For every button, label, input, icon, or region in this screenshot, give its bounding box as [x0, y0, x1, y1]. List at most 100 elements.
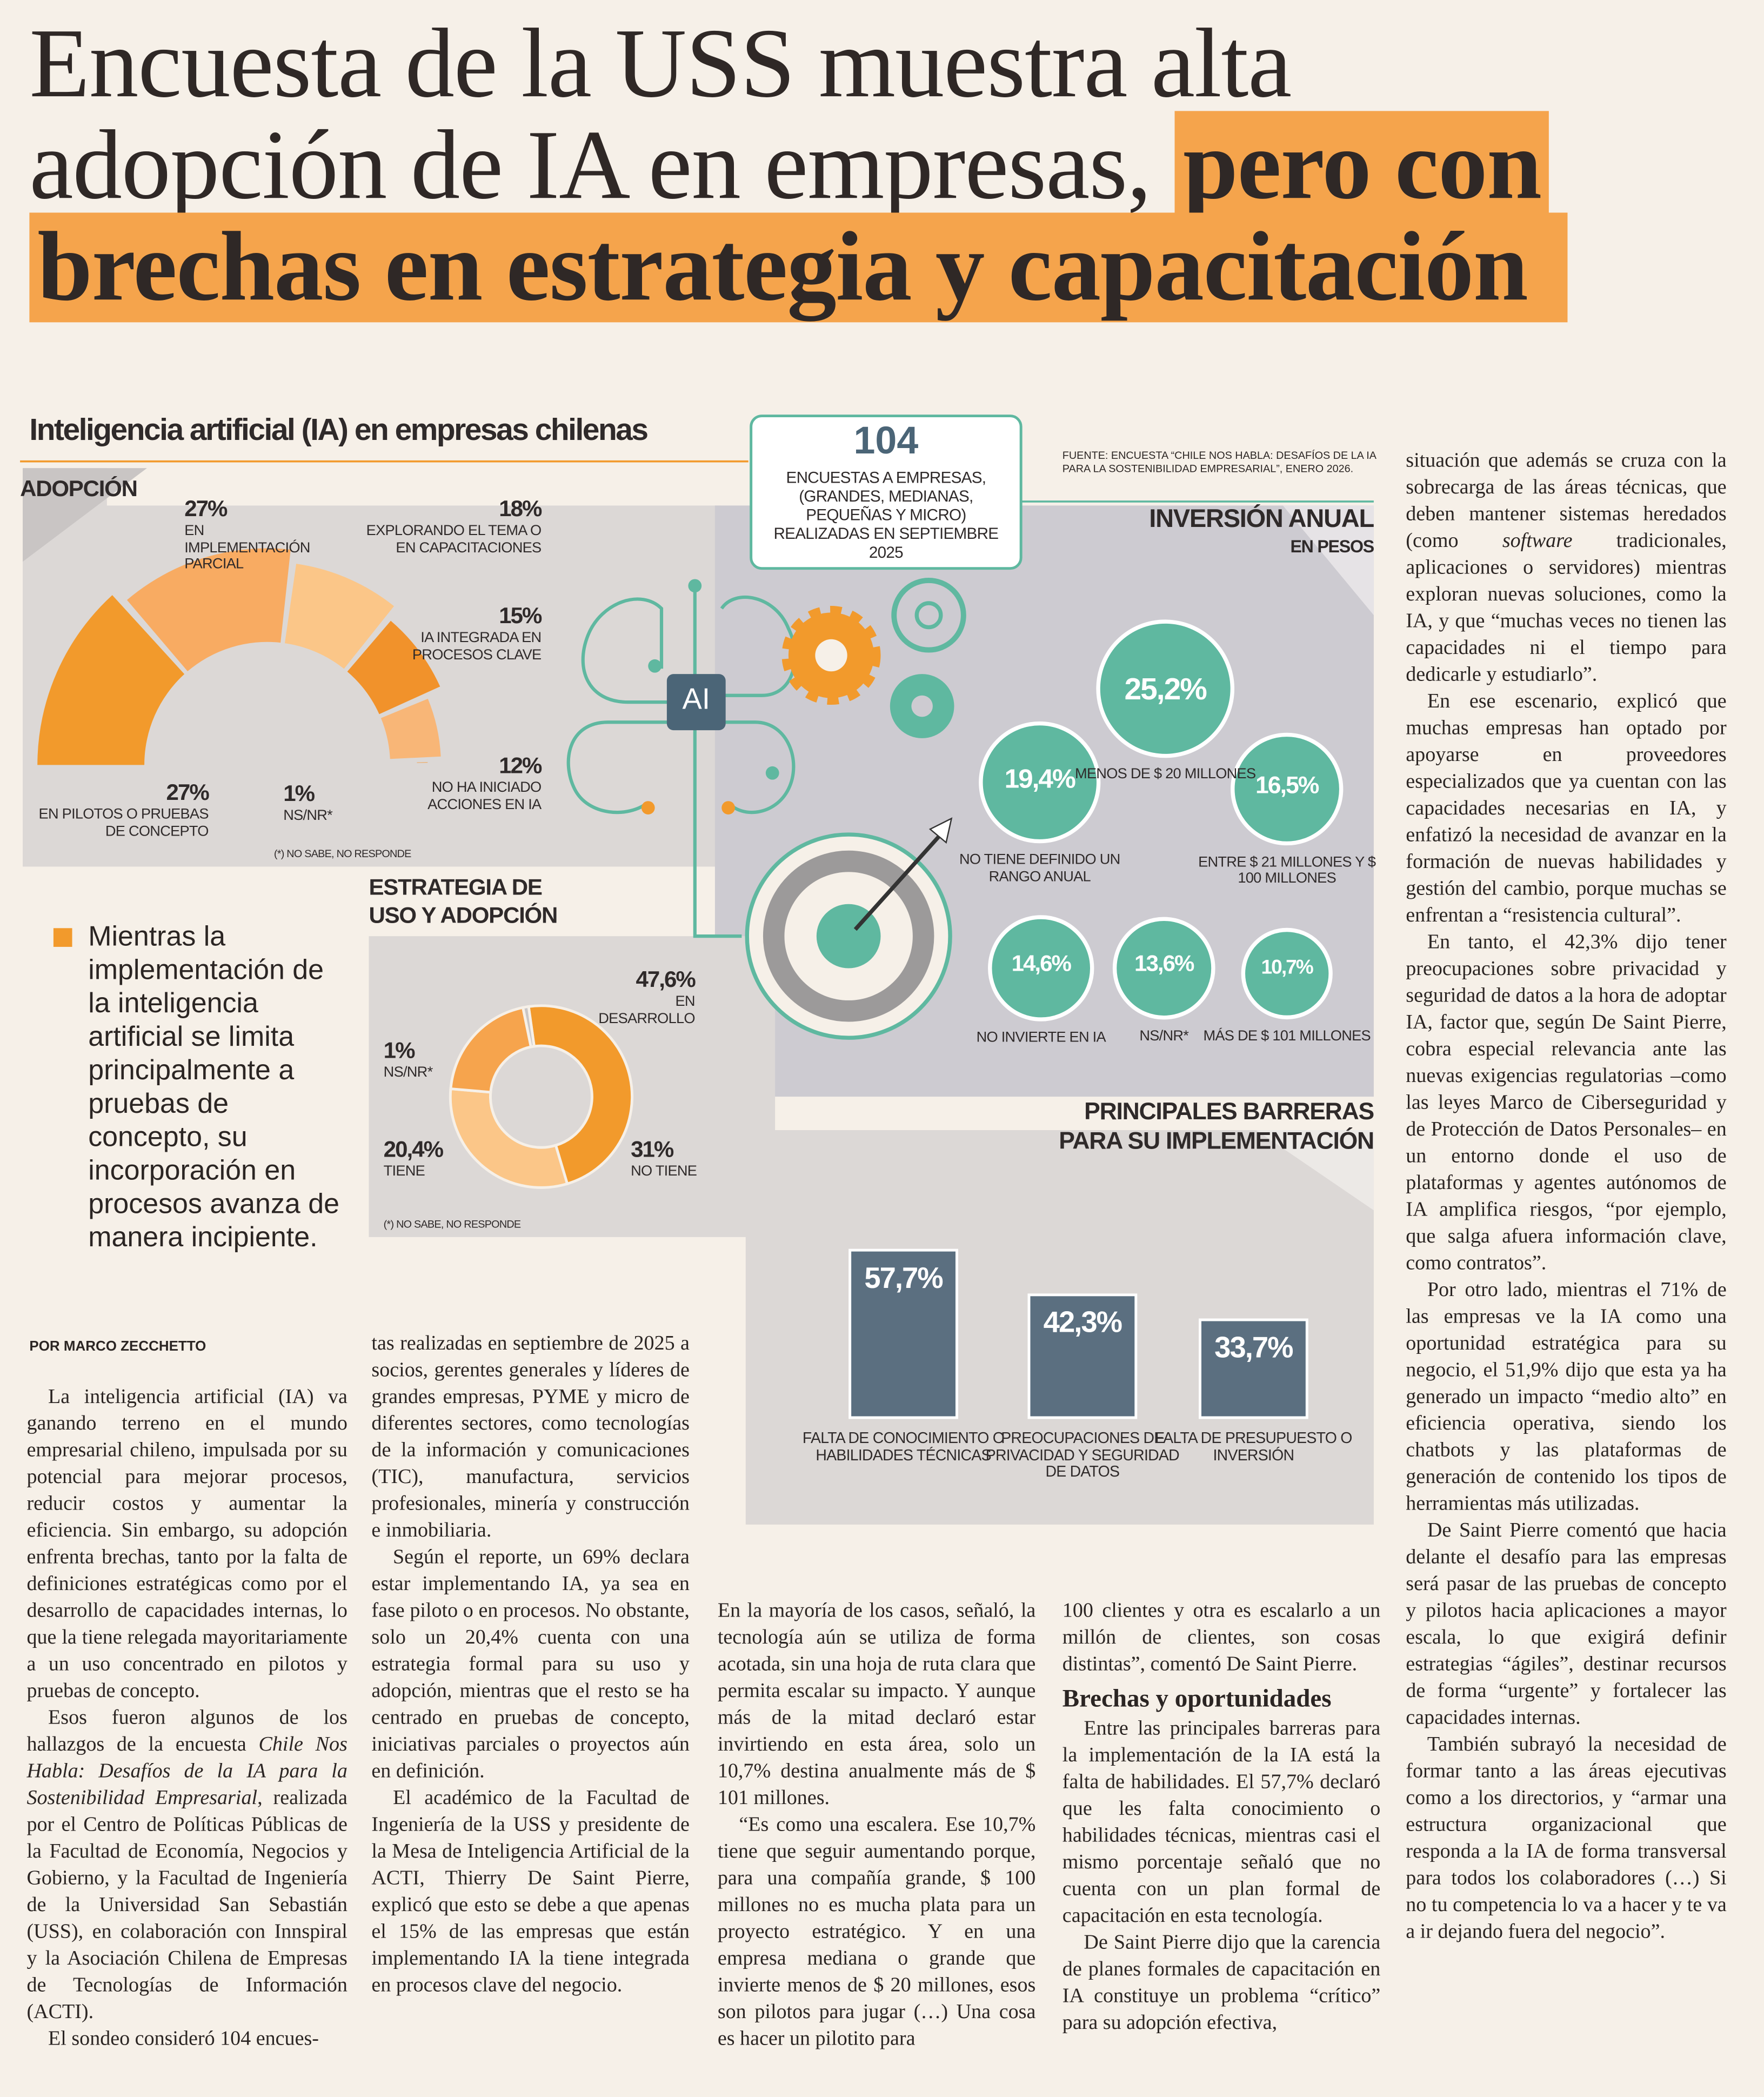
bar — [1027, 1293, 1138, 1419]
bubble — [1241, 927, 1333, 1020]
value-label: 15% — [499, 603, 542, 629]
text: Según el reporte, un 69% declara estar i… — [371, 1546, 690, 1783]
text: La inteligencia artificial (IA) va ganan… — [26, 1385, 348, 1703]
bubble-value-label: 19,4% — [1004, 765, 1076, 794]
data-label-group: 31% NO TIENE — [631, 1137, 724, 1180]
target-ring — [763, 850, 934, 1022]
headline-line: brechas en estrategia y capacitación — [29, 212, 1568, 323]
value-label: 18% — [499, 496, 542, 522]
value-label: 1% — [283, 781, 315, 807]
headline-highlight: brechas en estrategia y capacitación — [29, 212, 1568, 323]
panel-fold — [23, 468, 147, 562]
text: “Es como una escalera. Ese 10,7% tiene q… — [717, 1813, 1036, 2051]
category-label: ENTRE $ 21 MILLONES Y $ 100 MILLONES — [1198, 854, 1376, 887]
value-label: 20,4% — [383, 1137, 444, 1163]
bar-value-label: 42,3% — [1043, 1305, 1122, 1339]
paragraph: En tanto, el 42,3% dijo tener preocupaci… — [1406, 930, 1726, 1277]
text: También subrayó la necesidad de formar t… — [1406, 1733, 1727, 1944]
category-label: EXPLORANDO EL TEMA O EN CAPACITACIONES — [366, 523, 542, 556]
node — [648, 659, 662, 673]
text: Por otro lado, mientras el 71% de las em… — [1406, 1278, 1727, 1515]
italic-text: software — [1502, 529, 1573, 552]
paragraph: En ese escenario, explicó que muchas emp… — [1406, 689, 1726, 929]
circuit-line — [566, 720, 669, 814]
quote-bullet — [53, 928, 72, 947]
paragraph: La inteligencia artificial (IA) va ganan… — [26, 1384, 347, 1705]
bubble-value-label: 10,7% — [1261, 956, 1314, 979]
data-label-group: 27% EN IMPLEMENTACIÓN PARCIAL — [184, 496, 331, 573]
bubble — [1096, 619, 1235, 758]
arc-segment — [126, 548, 291, 672]
category-label: NO HA INICIADO ACCIONES EN IA — [427, 779, 542, 813]
text: Esos fueron algunos de los hallazgos de … — [26, 1706, 348, 1757]
investment-title: INVERSIÓN ANUAL — [1149, 505, 1374, 534]
text-column: situación que además se cruza con la sob… — [1406, 448, 1726, 1946]
text: El sondeo consideró 104 encues- — [48, 2027, 319, 2051]
data-label-group: 12% NO HA INICIADO ACCIONES EN IA — [401, 753, 542, 813]
bar — [1199, 1318, 1308, 1419]
text: El académico de la Facultad de Ingenierí… — [371, 1786, 690, 1997]
arc-segment — [37, 595, 185, 765]
circuit-line — [724, 720, 796, 814]
paragraph: 100 clientes y otra es escalarlo a un mi… — [1063, 1598, 1381, 1678]
headline-text: adopción de IA en empresas, — [29, 111, 1152, 221]
text: En la mayoría de los casos, señaló, la t… — [717, 1599, 1036, 1809]
circuit-nodes — [641, 579, 779, 814]
brain-circuit — [566, 588, 797, 938]
text-column: La inteligencia artificial (IA) va ganan… — [26, 1384, 347, 2053]
panel-fold — [1256, 1130, 1374, 1211]
paragraph: También subrayó la necesidad de formar t… — [1406, 1732, 1726, 1946]
gear-hole — [815, 639, 847, 672]
note: (*) NO SABE, NO RESPONDE — [383, 1218, 521, 1231]
category-label: EN IMPLEMENTACIÓN PARCIAL — [184, 523, 310, 573]
text: , realizada por el Centro de Políticas P… — [26, 1786, 348, 2023]
headline-line: adopción de IA en empresas, pero con — [29, 111, 1549, 221]
bar — [848, 1248, 958, 1419]
data-label-group: 47,6% EN DESARROLLO — [588, 967, 696, 1027]
node — [641, 801, 655, 814]
node — [721, 801, 735, 814]
data-label-group: 1% NS/NR* — [283, 781, 363, 824]
category-label: TIENE — [383, 1163, 425, 1180]
paragraph: El académico de la Facultad de Ingenierí… — [371, 1785, 690, 1999]
bubble — [1112, 917, 1215, 1020]
arc-segment — [417, 762, 428, 763]
category-label: FALTA DE CONOCIMIENTO O HABILIDADES TÉCN… — [802, 1431, 1005, 1464]
investment-subtitle: EN PESOS — [1290, 536, 1374, 557]
note: (*) NO SABE, NO RESPONDE — [273, 847, 411, 860]
byline: POR MARCO ZECCHETTO — [29, 1338, 206, 1355]
italic-text: Chile Nos Habla: Desafíos de la IA para … — [26, 1733, 348, 1809]
paragraph: Por otro lado, mientras el 71% de las em… — [1406, 1277, 1726, 1518]
text: Entre las principales barreras para la i… — [1062, 1717, 1381, 1927]
category-label: FALTA DE PRESUPUESTO O INVERSIÓN — [1155, 1431, 1352, 1464]
text-column: tas realizadas en septiembre de 2025 a s… — [371, 1331, 690, 1999]
paragraph: tas realizadas en septiembre de 2025 a s… — [371, 1331, 690, 1545]
data-label-group: 18% EXPLORANDO EL TEMA O EN CAPACITACIONE… — [361, 496, 543, 556]
ai-label: AI — [682, 682, 710, 716]
headline-line: Encuesta de la USS muestra alta — [29, 9, 1292, 119]
value-label: 27% — [166, 779, 210, 805]
gear — [891, 577, 966, 653]
donut-segment — [521, 1005, 536, 1048]
text: tradicionales, aplicaciones o servidores… — [1406, 529, 1727, 686]
value-label: 1% — [383, 1038, 416, 1064]
infographic-title: Inteligencia artificial (IA) en empresas… — [29, 412, 649, 447]
paragraph: El sondeo consideró 104 encues- — [26, 2026, 347, 2053]
bubble — [1231, 732, 1344, 846]
category-label: PREOCUPACIONES DE PRIVACIDAD Y SEGURIDAD… — [985, 1431, 1180, 1481]
gear-hole — [914, 601, 943, 630]
text: De Saint Pierre comentó que hacia delant… — [1406, 1519, 1727, 1729]
text: En tanto, el 42,3% dijo tener preocupaci… — [1406, 931, 1727, 1275]
paragraph: Esos fueron algunos de los hallazgos de … — [26, 1705, 347, 2026]
bubble-value-label: 14,6% — [1011, 951, 1072, 977]
bar-value-label: 33,7% — [1214, 1330, 1293, 1364]
dart — [853, 834, 941, 931]
donut-segment — [449, 1006, 533, 1094]
paragraph: De Saint Pierre dijo que la carencia de … — [1063, 1930, 1381, 2037]
barriers-title: PRINCIPALES BARRERAS PARA SU IMPLEMENTAC… — [1059, 1098, 1374, 1154]
paragraph: situación que además se cruza con la sob… — [1406, 448, 1726, 689]
pull-quote: Mientras la implementación de la intelig… — [88, 921, 339, 1253]
text: De Saint Pierre dijo que la carencia de … — [1062, 1931, 1381, 2034]
donut-segment — [449, 1087, 569, 1189]
